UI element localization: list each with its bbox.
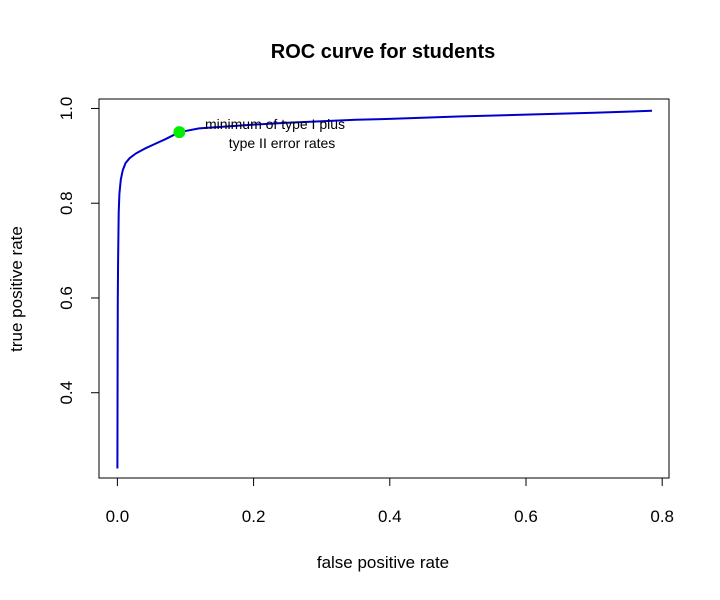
x-tick-label: 0.8 <box>650 507 674 526</box>
x-tick-label: 0.6 <box>514 507 538 526</box>
roc-curve-line <box>116 109 653 469</box>
y-axis-label: true positive rate <box>7 226 26 352</box>
x-axis: 0.0 0.2 0.4 0.6 0.8 <box>106 477 674 526</box>
optimal-point-marker <box>173 126 186 139</box>
plot-frame <box>98 98 670 479</box>
x-tick-label: 0.2 <box>242 507 266 526</box>
y-axis: 0.4 0.6 0.8 1.0 <box>57 97 100 405</box>
annotation-line-1: minimum of type I plus <box>205 116 345 132</box>
x-axis-label: false positive rate <box>317 553 449 572</box>
x-tick-label: 0.0 <box>106 507 130 526</box>
y-tick-label: 0.4 <box>57 381 76 405</box>
chart-title: ROC curve for students <box>271 41 495 63</box>
y-tick-label: 0.8 <box>57 191 76 215</box>
annotation-line-2: type II error rates <box>229 135 336 151</box>
x-tick-label: 0.4 <box>378 507 402 526</box>
plot-area <box>116 109 653 469</box>
y-tick-label: 0.6 <box>57 286 76 310</box>
y-tick-label: 1.0 <box>57 97 76 121</box>
